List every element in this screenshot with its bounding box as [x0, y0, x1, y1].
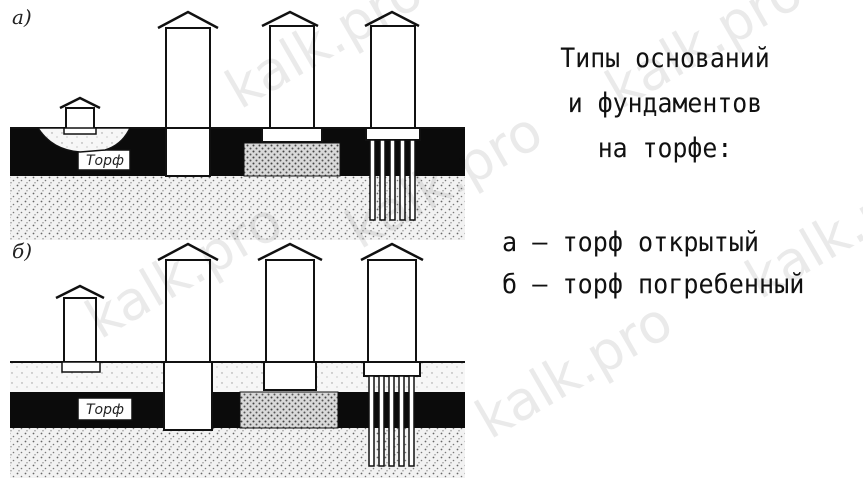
panel-a-building-1	[165, 27, 211, 131]
title-line-2: и фундаментов	[567, 88, 763, 119]
panel-a-sand-cushion	[243, 142, 341, 177]
panel-b-building-3	[367, 259, 417, 365]
panel-a-piles	[369, 139, 416, 221]
panel-a-building-3-roof	[364, 10, 420, 28]
panel-b-sand-layer	[10, 428, 465, 478]
watermark-5: kalk.pro	[465, 289, 683, 451]
title-line-3: на торфе:	[597, 133, 733, 164]
title-line-1: Типы оснований	[560, 43, 770, 74]
panel-b-building-3-roof	[360, 242, 424, 262]
panel-a-building-1-foundation	[165, 127, 211, 177]
panel-b-sand-cushion	[239, 391, 339, 429]
legend-item-a: а – торф открытый	[502, 227, 759, 258]
panel-a-fill-pit	[36, 127, 132, 153]
panel-a-pile-cap	[365, 127, 421, 141]
panel-a-building-3	[370, 25, 416, 131]
panel-b-piles	[368, 375, 415, 467]
panel-a-peat-label: Торф	[86, 153, 124, 169]
panel-a-building-2-roof	[261, 10, 319, 28]
panel-b-building-1-roof	[157, 242, 219, 262]
panel-a-building-2-footing	[261, 127, 323, 143]
legend-item-b: б – торф погребенный	[502, 269, 805, 300]
panel-b-peat-label: Торф	[86, 402, 124, 418]
panel-b: б) Торф	[10, 239, 465, 478]
panel-a-building-1-roof	[157, 10, 219, 30]
panel-b-small-house-footing	[61, 361, 101, 373]
diagram-title: Типы оснований и фундаментов на торфе:	[480, 36, 850, 171]
panel-b-building-2	[265, 259, 315, 365]
panel-b-small-house-roof	[55, 284, 105, 300]
panel-b-building-2-roof	[257, 242, 323, 262]
panel-a-sand-layer	[10, 175, 465, 240]
panel-a-small-house-roof	[59, 96, 101, 110]
panel-b-building-2-footing	[263, 361, 317, 391]
legend: а – торф открытый б – торф погребенный	[502, 222, 827, 306]
panel-a-small-house	[65, 107, 95, 131]
panel-a: а) Торф	[10, 5, 465, 240]
panel-a-label: а)	[12, 5, 32, 29]
panel-b-pile-cap	[363, 361, 421, 377]
panel-b-small-house	[63, 297, 97, 363]
panel-b-building-1	[165, 259, 211, 365]
panel-a-small-house-footing	[63, 127, 97, 135]
panel-b-peat-label-box	[77, 397, 133, 421]
panel-b-label: б)	[12, 239, 32, 263]
panel-b-building-1-foundation	[163, 361, 213, 431]
